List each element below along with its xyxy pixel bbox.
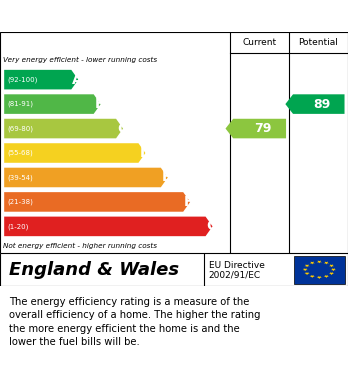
Text: (21-38): (21-38) [7, 199, 33, 205]
Text: C: C [117, 122, 127, 136]
Polygon shape [4, 70, 78, 90]
Polygon shape [226, 119, 286, 138]
Polygon shape [310, 275, 315, 278]
Text: (1-20): (1-20) [7, 223, 28, 230]
Text: (55-68): (55-68) [7, 150, 33, 156]
Text: G: G [207, 219, 218, 233]
Polygon shape [302, 268, 308, 271]
Polygon shape [304, 264, 310, 267]
Polygon shape [285, 94, 345, 114]
Text: (39-54): (39-54) [7, 174, 33, 181]
Polygon shape [4, 94, 101, 114]
Text: Current: Current [242, 38, 276, 47]
Polygon shape [310, 262, 315, 264]
Text: (81-91): (81-91) [7, 101, 33, 108]
Polygon shape [317, 260, 322, 263]
Polygon shape [324, 275, 329, 278]
Polygon shape [329, 272, 334, 275]
Text: Energy Efficiency Rating: Energy Efficiency Rating [9, 9, 230, 23]
Polygon shape [329, 264, 334, 267]
Text: England & Wales: England & Wales [9, 260, 179, 279]
Bar [294, 256, 345, 283]
Text: E: E [162, 170, 171, 185]
Text: EU Directive: EU Directive [209, 261, 265, 270]
Polygon shape [4, 217, 213, 236]
Polygon shape [324, 262, 329, 264]
Polygon shape [317, 276, 322, 279]
Text: B: B [95, 97, 105, 111]
Text: F: F [184, 195, 194, 209]
Text: 89: 89 [313, 98, 330, 111]
Polygon shape [4, 119, 123, 138]
Text: Very energy efficient - lower running costs: Very energy efficient - lower running co… [3, 57, 158, 63]
Text: 79: 79 [254, 122, 271, 135]
Text: Potential: Potential [299, 38, 338, 47]
Polygon shape [4, 143, 145, 163]
Polygon shape [4, 192, 190, 212]
Text: 2002/91/EC: 2002/91/EC [209, 270, 261, 279]
Text: A: A [72, 73, 83, 87]
Polygon shape [304, 272, 310, 275]
Polygon shape [4, 168, 168, 187]
Text: D: D [140, 146, 151, 160]
Text: (69-80): (69-80) [7, 125, 33, 132]
Text: The energy efficiency rating is a measure of the
overall efficiency of a home. T: The energy efficiency rating is a measur… [9, 297, 260, 348]
Text: (92-100): (92-100) [7, 76, 37, 83]
Polygon shape [331, 268, 336, 271]
Text: Not energy efficient - higher running costs: Not energy efficient - higher running co… [3, 243, 158, 249]
